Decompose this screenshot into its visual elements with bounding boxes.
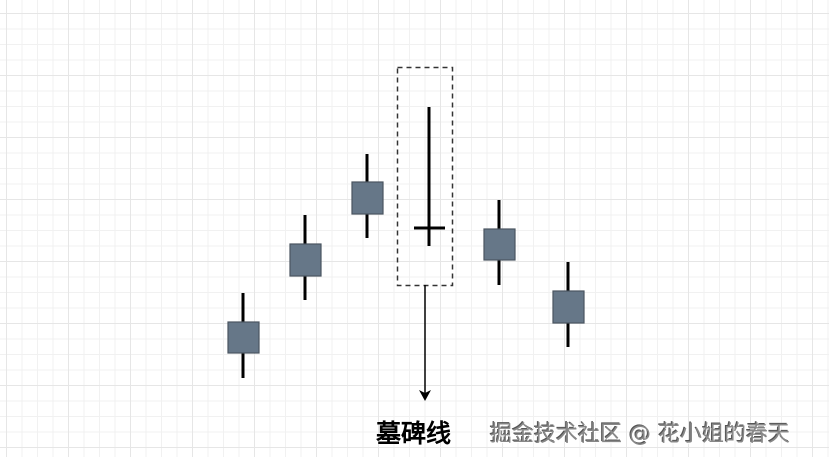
- arrow-head-icon: [419, 390, 431, 401]
- watermark: 掘金技术社区 @ 花小姐的春天: [490, 422, 790, 447]
- candle-body: [552, 290, 585, 324]
- candle-body: [351, 181, 384, 215]
- candle-body: [289, 243, 322, 277]
- candle-body: [227, 321, 260, 354]
- candle-body: [483, 228, 516, 261]
- highlight-dashed-box: [396, 66, 454, 287]
- gravestone-doji-label: 墓碑线: [376, 419, 452, 448]
